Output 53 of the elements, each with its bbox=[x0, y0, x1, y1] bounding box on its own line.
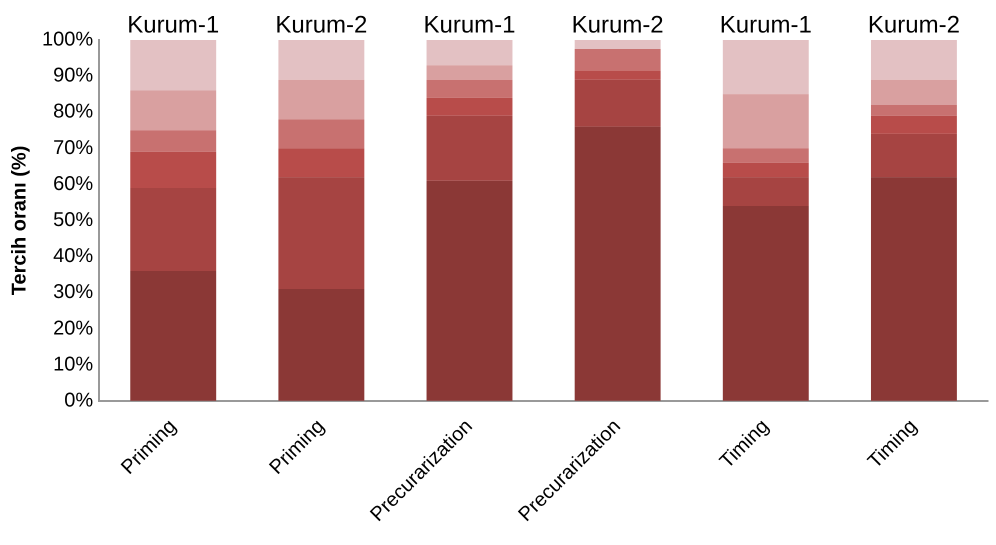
y-tick-label: 90% bbox=[53, 64, 94, 87]
bar bbox=[870, 134, 957, 178]
bar bbox=[722, 148, 809, 163]
bar bbox=[870, 104, 957, 116]
text: Kurum-2 bbox=[275, 12, 368, 39]
y-tick-label: 20% bbox=[53, 317, 94, 340]
y-tick-label: 100% bbox=[42, 28, 94, 51]
bar bbox=[870, 80, 957, 105]
bar bbox=[574, 126, 661, 401]
bar bbox=[130, 130, 216, 152]
text: Kurum-2 bbox=[572, 12, 664, 39]
y-tick-label: 10% bbox=[53, 353, 94, 376]
bar bbox=[130, 152, 216, 188]
bar bbox=[278, 289, 364, 401]
bar bbox=[426, 40, 512, 66]
bar bbox=[130, 270, 216, 401]
bar bbox=[130, 90, 216, 130]
bar bbox=[278, 177, 364, 290]
y-tick-label: 80% bbox=[53, 100, 94, 123]
bar bbox=[574, 70, 661, 80]
y-tick-label: 30% bbox=[53, 281, 94, 304]
bar bbox=[278, 40, 364, 80]
bar bbox=[426, 80, 512, 98]
bar bbox=[870, 40, 957, 80]
y-tick-label: 70% bbox=[53, 136, 94, 159]
text: Kurum-1 bbox=[720, 12, 812, 39]
bar bbox=[278, 80, 364, 120]
text: Kurum-2 bbox=[868, 12, 960, 39]
bar bbox=[278, 119, 364, 148]
text: Kurum-1 bbox=[423, 12, 516, 39]
bar bbox=[722, 162, 809, 178]
text: Kurum-1 bbox=[127, 12, 220, 39]
bar bbox=[574, 40, 661, 50]
bar bbox=[426, 116, 512, 181]
bar bbox=[574, 49, 661, 71]
y-tick-label: 50% bbox=[53, 208, 94, 231]
bar bbox=[426, 180, 512, 401]
bar bbox=[574, 80, 661, 127]
y-tick-label: 40% bbox=[53, 245, 94, 268]
bar bbox=[426, 65, 512, 80]
bar bbox=[426, 98, 512, 116]
bar bbox=[870, 116, 957, 134]
bar bbox=[278, 148, 364, 178]
y-axis-title: Tercih oranı (%) bbox=[8, 146, 31, 296]
bar bbox=[130, 40, 216, 91]
bar bbox=[722, 94, 809, 148]
y-tick-label: 60% bbox=[53, 172, 94, 195]
bar bbox=[722, 177, 809, 206]
bar bbox=[722, 40, 809, 94]
y-tick-label: 0% bbox=[64, 389, 94, 412]
bar bbox=[130, 188, 216, 271]
bar bbox=[722, 206, 809, 401]
bar bbox=[870, 177, 957, 401]
